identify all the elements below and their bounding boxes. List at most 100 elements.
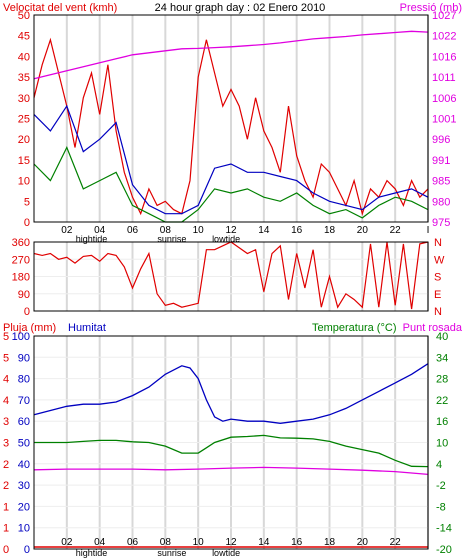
temperature-axis-label: Temperatura (°C)	[312, 322, 396, 334]
dewpoint-axis-label: Punt rosada	[403, 322, 463, 334]
x-tick-label: 02	[61, 537, 73, 548]
temperature-y-tick-label: 16	[436, 416, 448, 428]
x-tick-label: I	[427, 225, 430, 236]
direction-y-tick-label: 360	[12, 237, 30, 249]
direction-compass-label: S	[434, 272, 441, 284]
x-tick-label: 10	[193, 225, 205, 236]
pressure-y-tick-label: 1022	[432, 31, 456, 43]
direction-compass-label: W	[434, 254, 445, 266]
rain-y-tick-label: 2	[3, 459, 9, 471]
x-tick-label: 12	[225, 537, 237, 548]
temperature-y-tick-label: 22	[436, 395, 448, 407]
x-tick-label: 04	[94, 537, 106, 548]
x-sublabel: hightide	[76, 548, 108, 558]
x-tick-label: 04	[94, 225, 106, 236]
wind-axis-label: Velocitat del vent (kmh)	[3, 2, 117, 14]
x-tick-label: 16	[291, 537, 303, 548]
x-tick-label: 12	[225, 225, 237, 236]
pressure-y-tick-label: 1016	[432, 51, 456, 63]
series-temperature	[34, 434, 429, 468]
rain-y-tick-label: 4	[3, 374, 9, 386]
direction-y-tick-label: 0	[24, 306, 30, 318]
wind-y-tick-label: 0	[24, 217, 30, 229]
x-sublabel: hightide	[76, 234, 108, 244]
wind-x-ticks: 02 04 06 08 10 12 14 16 18 20 22 I	[61, 225, 429, 236]
direction-y-ticks: 0 90 180 270 360	[12, 237, 30, 318]
pressure-axis-label: Pressió (mb)	[400, 2, 462, 14]
temperature-y-tick-label: 28	[436, 374, 448, 386]
wind-y-tick-label: 30	[18, 93, 30, 105]
temperature-y-tick-label: 34	[436, 352, 448, 364]
rain-y-tick-label: 5	[3, 352, 9, 364]
climate-plot-frame	[33, 335, 429, 550]
humidity-axis-label: Humitat	[68, 322, 106, 334]
x-tick-label: 22	[390, 537, 402, 548]
temperature-y-tick-label: 40	[436, 331, 448, 343]
wind-y-tick-label: 10	[18, 176, 30, 188]
climate-grid	[34, 336, 429, 549]
x-sublabel: sunrise	[157, 548, 186, 558]
temperature-y-tick-label: -20	[436, 544, 452, 556]
series-wind	[33, 146, 429, 223]
rain-y-tick-label: 4	[3, 395, 9, 407]
direction-y-tick-label: 90	[18, 289, 30, 301]
temperature-y-tick-label: -2	[436, 480, 446, 492]
humidity-y-ticks: 0 10 20 30 40 50 60 70 80 90 100	[12, 331, 30, 556]
direction-plot-frame	[33, 241, 429, 312]
rain-y-tick-label: 1	[3, 523, 9, 535]
pressure-y-tick-label: 1001	[432, 114, 456, 126]
x-tick-label: 22	[390, 225, 402, 236]
x-tick-label: 16	[291, 225, 303, 236]
pressure-y-ticks: 975 980 985 991 996 1001 1006 1011 1016 1022 1027	[432, 10, 456, 229]
x-tick-label: 06	[127, 537, 139, 548]
humidity-y-tick-label: 80	[18, 374, 30, 386]
temperature-y-ticks: -20 -14 -8 -2 4 10 16 22 28 34 40	[436, 331, 452, 556]
humidity-y-tick-label: 0	[24, 544, 30, 556]
pressure-y-tick-label: 1006	[432, 93, 456, 105]
temperature-y-tick-label: -8	[436, 501, 446, 513]
x-tick-label: 08	[160, 537, 172, 548]
x-tick-label: 14	[258, 537, 270, 548]
x-tick-label: 20	[357, 225, 369, 236]
pressure-y-tick-label: 996	[432, 134, 450, 146]
wind-plot-frame	[33, 14, 429, 223]
series-avg	[33, 104, 429, 215]
climate-x-ticks: 02 04 06 08 10 12 14 16 18 20 22 I	[61, 537, 429, 548]
x-sublabel: lowtide	[212, 548, 240, 558]
series-humidity	[33, 363, 429, 424]
series-gust	[33, 37, 429, 216]
humidity-y-tick-label: 60	[18, 416, 30, 428]
pressure-y-tick-label: 1027	[432, 10, 456, 22]
rain-y-tick-label: 5	[3, 331, 9, 343]
humidity-y-tick-label: 50	[18, 438, 30, 450]
humidity-y-tick-label: 90	[18, 352, 30, 364]
x-tick-label: 14	[258, 225, 270, 236]
wind-y-tick-label: 45	[18, 31, 30, 43]
x-tick-label: 18	[324, 225, 336, 236]
temperature-y-tick-label: 4	[436, 459, 442, 471]
x-tick-label: 18	[324, 537, 336, 548]
climate-series	[33, 363, 429, 548]
rain-axis-label: Pluja (mm)	[3, 322, 56, 334]
x-tick-label: 10	[193, 537, 205, 548]
humidity-y-tick-label: 70	[18, 395, 30, 407]
direction-y-tick-label: 180	[12, 272, 30, 284]
direction-y-tick-label: 270	[12, 254, 30, 266]
x-tick-label: 02	[61, 225, 73, 236]
humidity-y-tick-label: 100	[12, 331, 30, 343]
x-tick-label: 08	[160, 225, 172, 236]
humidity-y-tick-label: 40	[18, 459, 30, 471]
wind-y-tick-label: 15	[18, 155, 30, 167]
rain-y-tick-label: 0	[3, 544, 9, 556]
wind-y-tick-label: 20	[18, 134, 30, 146]
temperature-y-tick-label: -14	[436, 523, 452, 535]
wind-y-tick-label: 50	[18, 10, 30, 22]
wind-x-sublabels: hightide sunrise lowtide	[76, 234, 240, 244]
direction-compass-label: N	[434, 306, 442, 318]
pressure-y-tick-label: 985	[432, 176, 450, 188]
rain-y-tick-label: 3	[3, 438, 9, 450]
rain-y-tick-label: 2	[3, 480, 9, 492]
pressure-y-tick-label: 980	[432, 196, 450, 208]
